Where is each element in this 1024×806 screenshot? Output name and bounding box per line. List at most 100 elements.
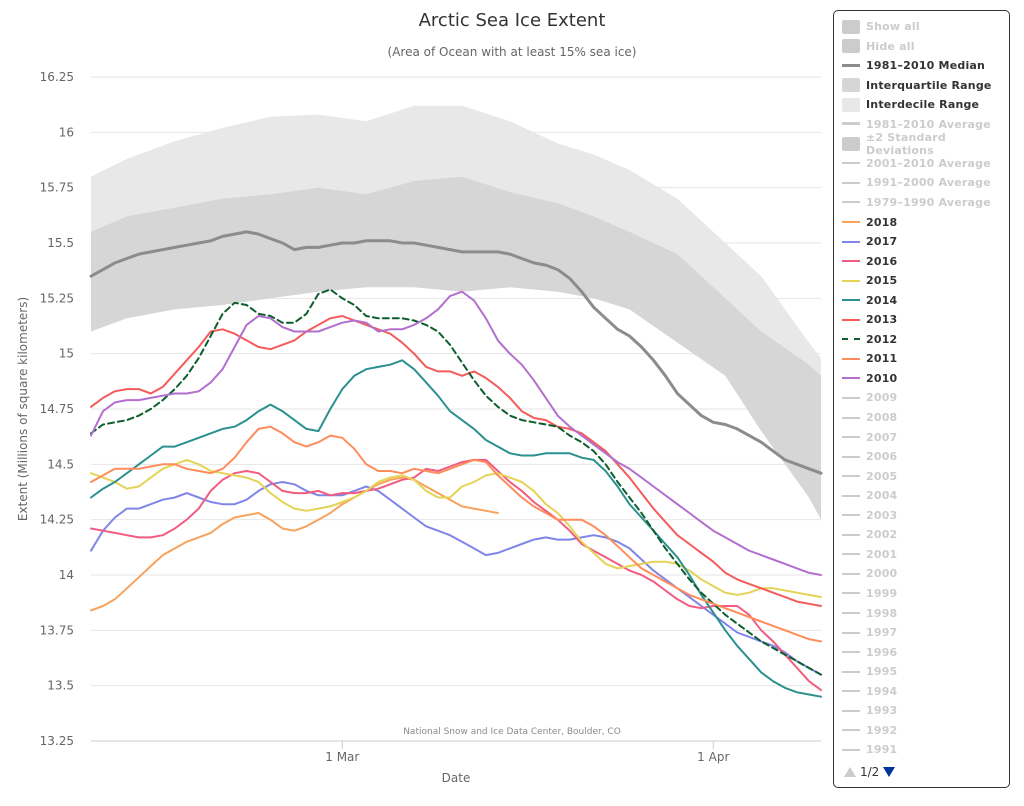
legend-item-1991[interactable]: 1991: [842, 740, 1007, 759]
legend-symbol-icon: [842, 19, 860, 34]
series-line-2016[interactable]: [90, 458, 822, 692]
series-line-2012[interactable]: [90, 288, 822, 676]
legend-item-1997[interactable]: 1997: [842, 623, 1007, 642]
band-interquartile-range: [91, 176, 821, 520]
legend-item-1998[interactable]: 1998: [842, 604, 1007, 623]
legend-symbol-icon: [842, 235, 860, 249]
legend-symbol-icon: [842, 567, 860, 581]
legend-item-1994[interactable]: 1994: [842, 682, 1007, 701]
legend-symbol-icon: [842, 117, 860, 131]
legend-item-2009[interactable]: 2009: [842, 388, 1007, 407]
y-tick-label: 16: [59, 125, 74, 139]
legend-symbol-icon: [842, 704, 860, 718]
x-axis-title: Date: [442, 771, 471, 785]
legend-item-2005[interactable]: 2005: [842, 467, 1007, 486]
legend-item-label: 2002: [866, 528, 898, 542]
legend-item-2013[interactable]: 2013: [842, 310, 1007, 329]
legend-item-interquartile-range[interactable]: Interquartile Range: [842, 76, 1007, 95]
legend-symbol-icon: [842, 684, 860, 698]
legend-item-2002[interactable]: 2002: [842, 525, 1007, 544]
series-line-2018[interactable]: [90, 476, 499, 612]
legend-item-label: 1994: [866, 684, 898, 698]
legend-symbol-icon: [842, 39, 860, 54]
legend-item-label: 1995: [866, 665, 898, 679]
legend-item-label: 2001: [866, 547, 898, 561]
series-line-2015[interactable]: [90, 458, 822, 599]
legend-item-show-all[interactable]: Show all: [842, 17, 1007, 36]
triangle-down-icon[interactable]: [883, 767, 896, 777]
chart-credit[interactable]: National Snow and Ice Data Center, Bould…: [403, 727, 621, 737]
legend-item-1979-1990-average[interactable]: 1979–1990 Average: [842, 193, 1007, 212]
legend-item-1991-2000-average[interactable]: 1991–2000 Average: [842, 173, 1007, 192]
legend-item-label: 2001–2010 Average: [866, 156, 991, 170]
legend-item-1995[interactable]: 1995: [842, 662, 1007, 681]
range-bands: [91, 105, 821, 520]
legend-item-label: 2016: [866, 254, 898, 268]
legend-item-2015[interactable]: 2015: [842, 271, 1007, 290]
legend-item-label: 1991–2000 Average: [866, 176, 991, 190]
chart-title: Arctic Sea Ice Extent: [419, 10, 606, 31]
y-tick-label: 15.25: [40, 291, 74, 305]
legend-item-2001[interactable]: 2001: [842, 545, 1007, 564]
legend-symbol-icon: [842, 743, 860, 757]
legend-item-2006[interactable]: 2006: [842, 447, 1007, 466]
legend-symbol-icon: [842, 97, 860, 112]
legend-symbol-icon: [842, 469, 860, 483]
legend-item-2016[interactable]: 2016: [842, 252, 1007, 271]
legend-item-2018[interactable]: 2018: [842, 213, 1007, 232]
legend-item-2003[interactable]: 2003: [842, 506, 1007, 525]
y-tick-label: 14.75: [40, 402, 74, 416]
series-line-1981-2010-median[interactable]: [89, 230, 823, 475]
y-tick-label: 15: [59, 347, 74, 361]
legend-symbol-icon: [842, 371, 860, 385]
legend: Show all Hide all 1981–2010 Median Interqua…: [833, 10, 1010, 788]
series-lines: [89, 230, 823, 698]
legend-item-2001-2010-average[interactable]: 2001–2010 Average: [842, 154, 1007, 173]
legend-item-label: 1999: [866, 586, 898, 600]
legend-item-label: 2017: [866, 235, 898, 249]
legend-item-1999[interactable]: 1999: [842, 584, 1007, 603]
legend-item-2000[interactable]: 2000: [842, 564, 1007, 583]
legend-symbol-icon: [842, 547, 860, 561]
legend-item-label: Hide all: [866, 39, 915, 53]
legend-item-2012[interactable]: 2012: [842, 330, 1007, 349]
legend-item-2007[interactable]: 2007: [842, 428, 1007, 447]
legend-item-label: 2013: [866, 313, 898, 327]
series-line-2010[interactable]: [90, 290, 822, 576]
legend-symbol-icon: [842, 723, 860, 737]
legend-symbol-icon: [842, 313, 860, 327]
legend-item-1996[interactable]: 1996: [842, 643, 1007, 662]
legend-item-label: 2006: [866, 450, 898, 464]
series-line-2011[interactable]: [90, 425, 822, 643]
legend-symbol-icon: [842, 136, 860, 151]
legend-pager: 1/2: [844, 765, 896, 779]
legend-item-2004[interactable]: 2004: [842, 486, 1007, 505]
legend-item-2010[interactable]: 2010: [842, 369, 1007, 388]
y-tick-label: 16.25: [40, 70, 74, 84]
series-line-2014[interactable]: [90, 359, 822, 698]
legend-item-label: 1981–2010 Average: [866, 117, 991, 131]
legend-item-interdecile-range[interactable]: Interdecile Range: [842, 95, 1007, 114]
legend-item-2011[interactable]: 2011: [842, 349, 1007, 368]
legend-item-1993[interactable]: 1993: [842, 701, 1007, 720]
legend-symbol-icon: [842, 78, 860, 93]
legend-item-2014[interactable]: 2014: [842, 291, 1007, 310]
legend-symbol-icon: [842, 156, 860, 170]
legend-item-hide-all[interactable]: Hide all: [842, 37, 1007, 56]
legend-item-1981-2010-median[interactable]: 1981–2010 Median: [842, 56, 1007, 75]
legend-item-label: 2007: [866, 430, 898, 444]
legend-item-label: 2018: [866, 215, 898, 229]
legend-symbol-icon: [842, 274, 860, 288]
legend-item-2008[interactable]: 2008: [842, 408, 1007, 427]
triangle-up-icon[interactable]: [844, 767, 856, 777]
legend-item-1981-2010-average[interactable]: 1981–2010 Average: [842, 115, 1007, 134]
legend-item-label: 2014: [866, 293, 898, 307]
legend-item-1992[interactable]: 1992: [842, 721, 1007, 740]
legend-item--2-standard-deviations[interactable]: ±2 Standard Deviations: [842, 131, 1007, 157]
series-line-2017[interactable]: [90, 481, 822, 676]
legend-item-label: Interquartile Range: [866, 78, 992, 92]
legend-item-2017[interactable]: 2017: [842, 232, 1007, 251]
legend-symbol-icon: [842, 645, 860, 659]
legend-item-label: 2000: [866, 567, 898, 581]
legend-symbol-icon: [842, 195, 860, 209]
